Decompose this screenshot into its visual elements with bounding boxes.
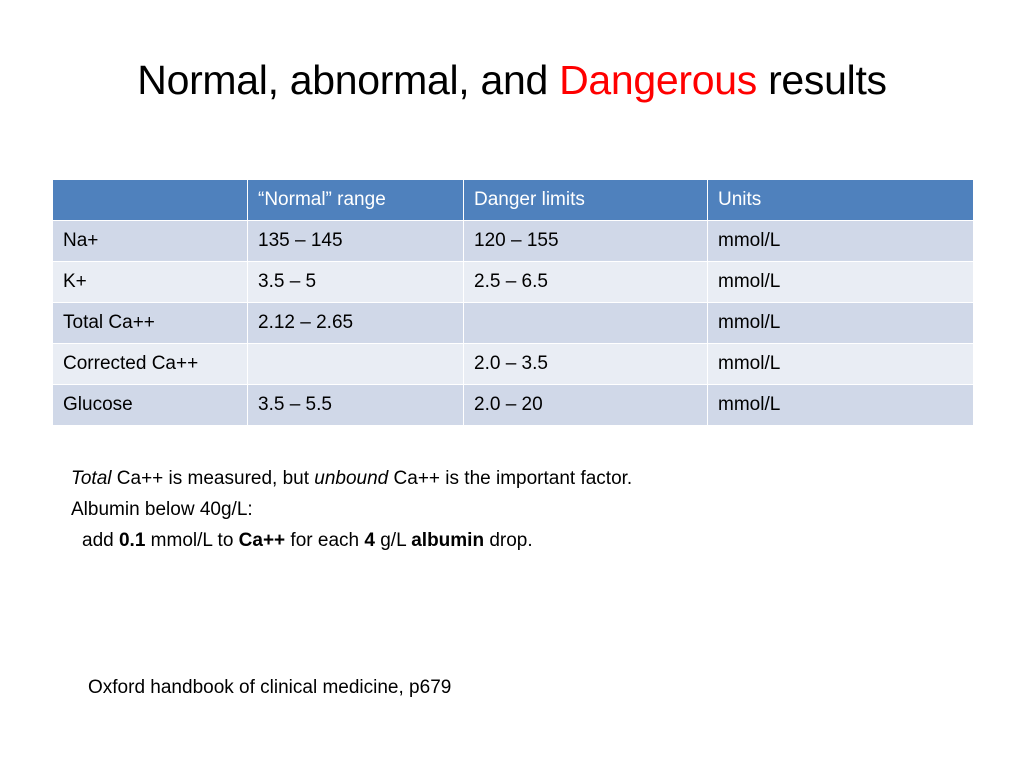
title-accent-dangerous: Dangerous xyxy=(559,57,757,103)
results-table: “Normal” range Danger limits Units Na+ 1… xyxy=(52,179,974,426)
cell-normal-range: 2.12 – 2.65 xyxy=(247,302,464,344)
table-row: K+ 3.5 – 5 2.5 – 6.5 mmol/L xyxy=(52,261,974,303)
cell-units: mmol/L xyxy=(707,343,974,385)
notes-block: Total Ca++ is measured, but unbound Ca++… xyxy=(71,463,632,556)
table-row: Glucose 3.5 – 5.5 2.0 – 20 mmol/L xyxy=(52,384,974,426)
note-value-per: 4 xyxy=(364,530,375,551)
note-value-ion: Ca++ xyxy=(238,530,286,551)
note-value-albumin: albumin xyxy=(411,530,485,551)
note-term-total: Total xyxy=(71,468,112,489)
cell-analyte: Corrected Ca++ xyxy=(52,343,248,385)
title-text-start: Normal, abnormal, and xyxy=(137,57,560,103)
header-cell-danger-limits: Danger limits xyxy=(463,179,708,221)
note-line-albumin-threshold: Albumin below 40g/L: xyxy=(71,499,253,520)
cell-danger-limits xyxy=(463,302,708,344)
note-line-measured: Total Ca++ is measured, but unbound Ca++… xyxy=(71,468,633,489)
citation: Oxford handbook of clinical medicine, p6… xyxy=(88,677,452,698)
title-text-end: results xyxy=(756,57,887,103)
header-cell-units: Units xyxy=(707,179,974,221)
header-cell-blank xyxy=(52,179,248,221)
table-row: Total Ca++ 2.12 – 2.65 mmol/L xyxy=(52,302,974,344)
cell-analyte: K+ xyxy=(52,261,248,303)
cell-analyte: Total Ca++ xyxy=(52,302,248,344)
cell-danger-limits: 2.0 – 3.5 xyxy=(463,343,708,385)
cell-units: mmol/L xyxy=(707,302,974,344)
table-row: Corrected Ca++ 2.0 – 3.5 mmol/L xyxy=(52,343,974,385)
note-term-unbound: unbound xyxy=(314,468,389,489)
cell-units: mmol/L xyxy=(707,384,974,426)
table-header-row: “Normal” range Danger limits Units xyxy=(52,179,974,221)
cell-analyte: Na+ xyxy=(52,220,248,262)
cell-danger-limits: 120 – 155 xyxy=(463,220,708,262)
header-cell-normal-range: “Normal” range xyxy=(247,179,464,221)
cell-normal-range: 3.5 – 5.5 xyxy=(247,384,464,426)
cell-units: mmol/L xyxy=(707,220,974,262)
cell-units: mmol/L xyxy=(707,261,974,303)
cell-normal-range: 135 – 145 xyxy=(247,220,464,262)
table-row: Na+ 135 – 145 120 – 155 mmol/L xyxy=(52,220,974,262)
cell-danger-limits: 2.5 – 6.5 xyxy=(463,261,708,303)
slide-title: Normal, abnormal, and Dangerous results xyxy=(0,52,1024,108)
note-value-amount: 0.1 xyxy=(118,530,146,551)
cell-normal-range: 3.5 – 5 xyxy=(247,261,464,303)
cell-danger-limits: 2.0 – 20 xyxy=(463,384,708,426)
note-line-correction-rule: add 0.1 mmol/L to Ca++ for each 4 g/L al… xyxy=(82,530,533,551)
cell-analyte: Glucose xyxy=(52,384,248,426)
cell-normal-range xyxy=(247,343,464,385)
